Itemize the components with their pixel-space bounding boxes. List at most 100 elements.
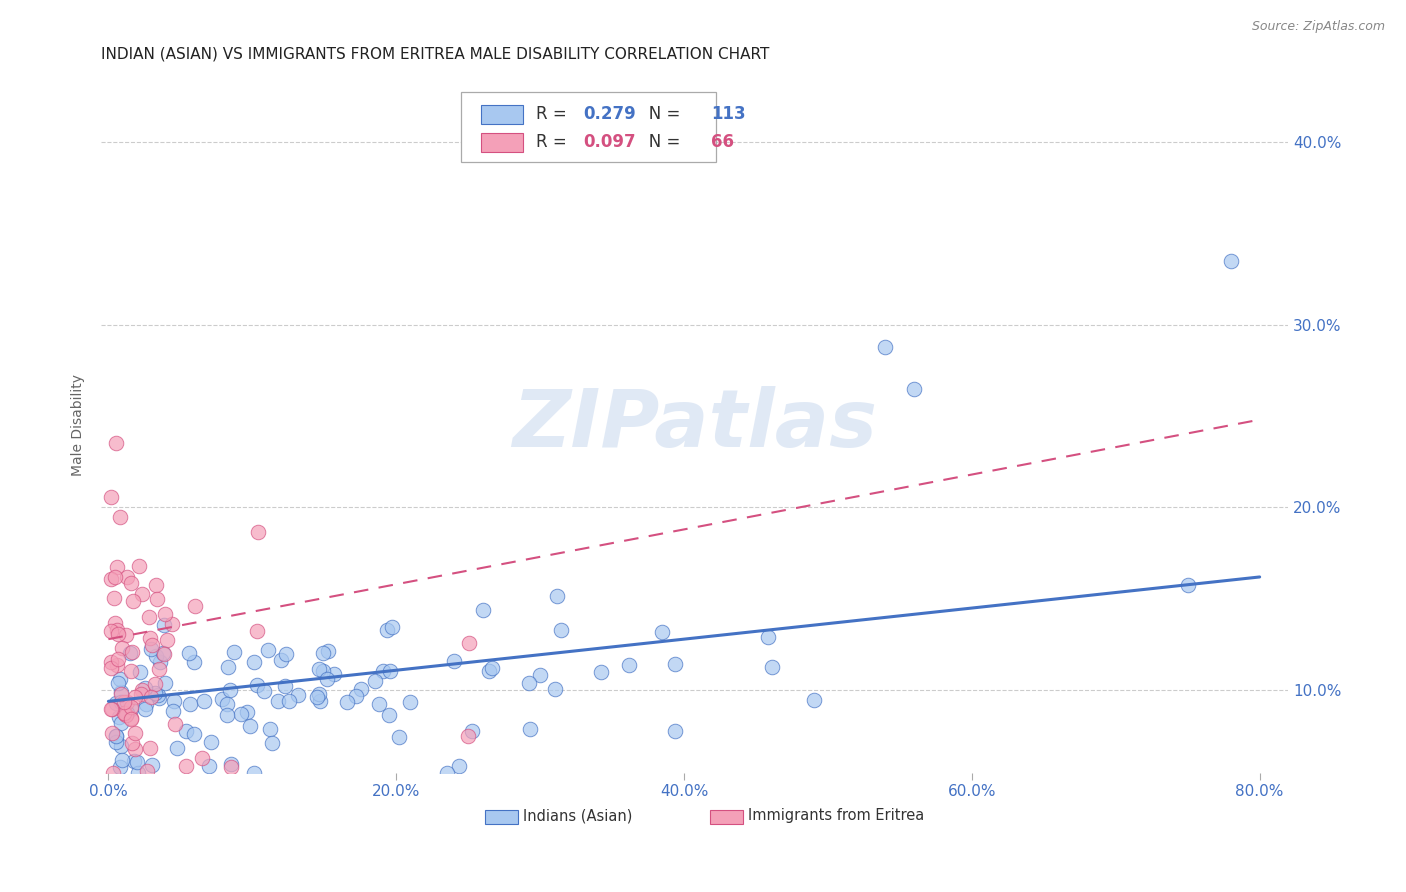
Point bbox=[243, 765, 266, 780]
Point bbox=[112, 706, 135, 720]
Point bbox=[239, 719, 262, 733]
Point bbox=[108, 760, 131, 774]
Point bbox=[162, 704, 184, 718]
Point bbox=[461, 723, 484, 738]
Point bbox=[100, 572, 122, 586]
Point bbox=[246, 624, 269, 639]
Text: N =: N = bbox=[633, 133, 686, 152]
Point bbox=[100, 702, 122, 716]
Point bbox=[108, 710, 131, 724]
Point bbox=[259, 723, 281, 737]
Point bbox=[246, 678, 269, 692]
Point bbox=[103, 591, 125, 606]
Point bbox=[546, 590, 568, 604]
Point bbox=[270, 653, 292, 667]
Point bbox=[544, 681, 567, 696]
Point bbox=[139, 690, 162, 704]
Point bbox=[198, 759, 221, 773]
Point bbox=[104, 436, 127, 450]
Point bbox=[149, 655, 172, 669]
Point bbox=[141, 638, 163, 652]
Point bbox=[517, 676, 540, 690]
Point bbox=[104, 615, 127, 630]
Point bbox=[174, 759, 197, 773]
Point bbox=[236, 706, 259, 720]
Point bbox=[153, 607, 176, 622]
Point bbox=[110, 696, 132, 710]
Point bbox=[114, 707, 136, 722]
Point bbox=[215, 708, 238, 723]
Point bbox=[163, 694, 186, 708]
Point bbox=[443, 654, 465, 668]
Point bbox=[183, 727, 205, 741]
Point bbox=[112, 695, 135, 709]
Text: Immigrants from Eritrea: Immigrants from Eritrea bbox=[748, 808, 925, 823]
Point bbox=[184, 599, 207, 614]
Point bbox=[761, 660, 783, 674]
Point bbox=[200, 735, 222, 749]
Point bbox=[134, 681, 156, 696]
FancyBboxPatch shape bbox=[481, 133, 523, 152]
Point bbox=[253, 684, 276, 698]
Point bbox=[118, 646, 141, 660]
Point bbox=[131, 682, 153, 697]
Point bbox=[105, 560, 128, 574]
Point bbox=[110, 684, 132, 698]
Point bbox=[120, 712, 142, 726]
Point bbox=[381, 620, 404, 634]
Text: Indians (Asian): Indians (Asian) bbox=[523, 808, 633, 823]
Point bbox=[120, 711, 142, 725]
Text: N =: N = bbox=[633, 105, 686, 123]
Point bbox=[193, 694, 215, 708]
Point bbox=[143, 686, 166, 700]
Point bbox=[111, 640, 134, 655]
Point bbox=[121, 736, 143, 750]
Text: 66: 66 bbox=[711, 133, 734, 152]
Point bbox=[273, 679, 295, 693]
Point bbox=[124, 754, 146, 768]
Point bbox=[108, 509, 131, 524]
Point bbox=[129, 665, 152, 679]
Text: 0.097: 0.097 bbox=[583, 133, 636, 152]
Point bbox=[141, 758, 163, 772]
Text: R =: R = bbox=[536, 105, 572, 123]
Point bbox=[316, 644, 339, 658]
Text: INDIAN (ASIAN) VS IMMIGRANTS FROM ERITREA MALE DISABILITY CORRELATION CHART: INDIAN (ASIAN) VS IMMIGRANTS FROM ERITRE… bbox=[101, 46, 769, 62]
Point bbox=[148, 689, 170, 703]
Point bbox=[398, 695, 420, 709]
Point bbox=[519, 722, 541, 736]
Text: 0.279: 0.279 bbox=[583, 105, 636, 123]
Point bbox=[256, 642, 278, 657]
Point bbox=[120, 702, 142, 716]
Point bbox=[307, 690, 329, 704]
Point bbox=[457, 729, 479, 743]
Point bbox=[179, 697, 201, 711]
Point bbox=[591, 665, 613, 680]
Point bbox=[368, 697, 391, 711]
Point bbox=[110, 739, 132, 753]
Point bbox=[100, 655, 122, 669]
Text: Source: ZipAtlas.com: Source: ZipAtlas.com bbox=[1251, 20, 1385, 33]
Point bbox=[344, 690, 367, 704]
Point bbox=[143, 676, 166, 690]
Point bbox=[120, 575, 142, 590]
Point bbox=[134, 702, 156, 716]
Point bbox=[104, 696, 127, 710]
Point bbox=[529, 668, 551, 682]
Point bbox=[308, 687, 330, 701]
Point bbox=[125, 755, 148, 769]
Point bbox=[550, 623, 572, 637]
Point bbox=[124, 690, 146, 705]
Point bbox=[104, 729, 127, 743]
Point bbox=[312, 664, 335, 678]
Point bbox=[229, 707, 252, 722]
Point bbox=[145, 578, 167, 592]
FancyBboxPatch shape bbox=[461, 92, 716, 162]
Point bbox=[117, 706, 139, 721]
Point bbox=[135, 697, 157, 711]
Point bbox=[218, 682, 240, 697]
Point bbox=[121, 645, 143, 659]
Point bbox=[139, 631, 162, 645]
Point bbox=[217, 660, 239, 674]
Point bbox=[246, 524, 269, 539]
